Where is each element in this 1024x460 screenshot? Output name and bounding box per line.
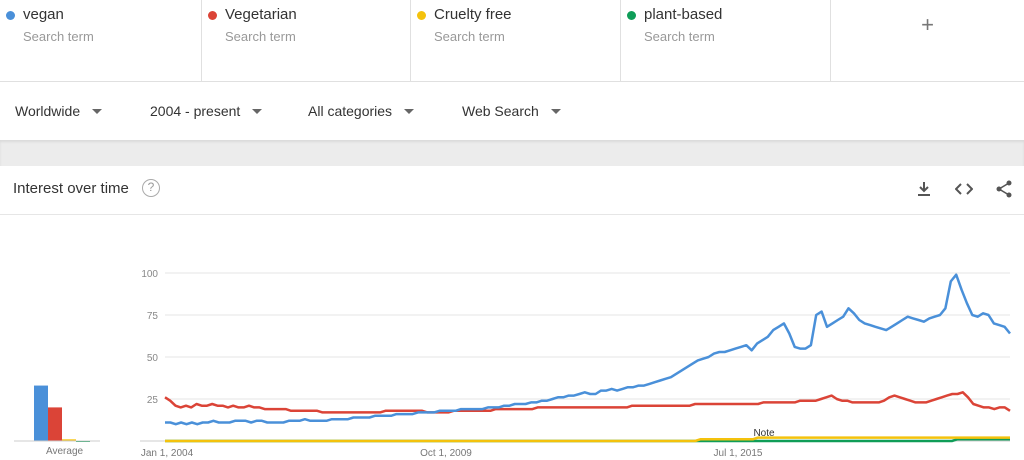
- card-divider: [0, 214, 1024, 215]
- search-terms-bar: vegan Search term Vegetarian Search term…: [0, 0, 1024, 82]
- category-label: All categories: [308, 103, 393, 119]
- download-icon[interactable]: [904, 176, 944, 202]
- embed-icon[interactable]: [944, 176, 984, 202]
- term-vegetarian[interactable]: Vegetarian Search term: [202, 0, 411, 82]
- card-actions: [904, 176, 1024, 202]
- series-line-vegan: [165, 273, 1011, 426]
- term-cruelty-free[interactable]: Cruelty free Search term: [411, 0, 621, 82]
- search-type-dropdown[interactable]: Web Search: [462, 103, 561, 119]
- search-type-label: Web Search: [462, 103, 539, 119]
- region-dropdown[interactable]: Worldwide: [15, 103, 103, 119]
- x-tick-label: Jul 1, 2015: [714, 448, 763, 459]
- caret-down-icon: [92, 108, 103, 114]
- average-chart: [14, 385, 100, 442]
- filter-bar: Worldwide 2004 - present All categories …: [0, 83, 1024, 140]
- section-gap: [0, 140, 1024, 166]
- caret-down-icon: [252, 108, 263, 114]
- term-name: Vegetarian: [225, 6, 297, 23]
- average-bar-vegan: [34, 385, 48, 441]
- series-line-vegetarian: [164, 391, 1011, 414]
- term-name: vegan: [23, 6, 64, 23]
- term-vegan[interactable]: vegan Search term: [0, 0, 202, 82]
- term-type: Search term: [225, 29, 296, 44]
- help-icon[interactable]: ?: [142, 179, 160, 197]
- average-label: Average: [46, 446, 84, 457]
- color-dot-icon: [417, 11, 426, 20]
- interest-line-chart: 100 75 50 25 Jan 1, 2004 Oct 1, 2009 Jul 1, 20…: [140, 269, 1011, 459]
- caret-down-icon: [404, 108, 415, 114]
- color-dot-icon: [627, 11, 636, 20]
- term-name: plant-based: [644, 6, 723, 23]
- y-tick-label: 50: [147, 353, 159, 364]
- add-term-button[interactable]: +: [831, 0, 1024, 82]
- series-line-cruelty-free: [165, 436, 1010, 443]
- color-dot-icon: [208, 11, 217, 20]
- caret-down-icon: [550, 108, 561, 114]
- term-type: Search term: [23, 29, 94, 44]
- color-dot-icon: [6, 11, 15, 20]
- category-dropdown[interactable]: All categories: [308, 103, 415, 119]
- note-label: Note: [753, 428, 775, 439]
- term-plant-based[interactable]: plant-based Search term: [621, 0, 831, 82]
- y-tick-label: 25: [147, 395, 159, 406]
- card-title: Interest over time: [13, 180, 129, 197]
- term-type: Search term: [434, 29, 505, 44]
- interest-over-time-card: Interest over time ? Average 100 75 50 25 Ja…: [0, 166, 1024, 460]
- average-bar-cruelty-free: [62, 439, 76, 441]
- average-bar-vegetarian: [48, 407, 62, 441]
- term-type: Search term: [644, 29, 715, 44]
- term-name: Cruelty free: [434, 6, 512, 23]
- period-label: 2004 - present: [150, 103, 241, 119]
- period-dropdown[interactable]: 2004 - present: [150, 103, 263, 119]
- plus-icon: +: [921, 12, 934, 37]
- share-icon[interactable]: [984, 176, 1024, 202]
- y-tick-label: 100: [141, 269, 158, 280]
- y-tick-label: 75: [147, 311, 159, 322]
- region-label: Worldwide: [15, 103, 81, 119]
- x-tick-label: Oct 1, 2009: [420, 448, 472, 459]
- x-tick-label: Jan 1, 2004: [141, 448, 194, 459]
